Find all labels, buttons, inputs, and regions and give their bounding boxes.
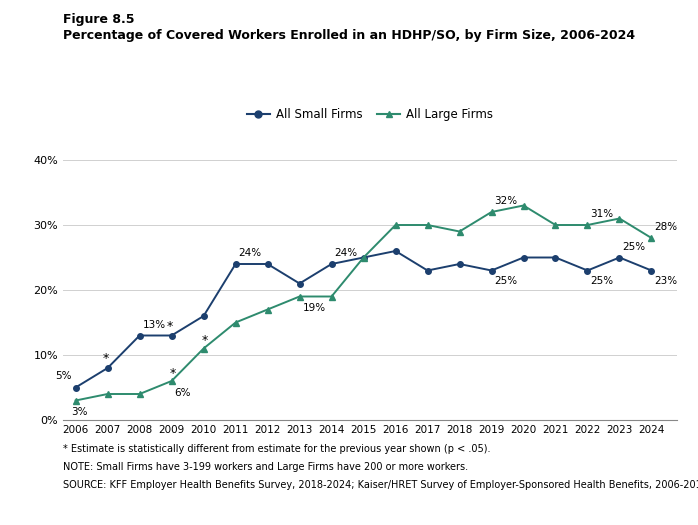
Text: 5%: 5% — [55, 371, 71, 381]
Text: *: * — [103, 352, 110, 365]
Text: SOURCE: KFF Employer Health Benefits Survey, 2018-2024; Kaiser/HRET Survey of Em: SOURCE: KFF Employer Health Benefits Sur… — [63, 480, 698, 490]
Text: 19%: 19% — [302, 303, 325, 313]
Text: NOTE: Small Firms have 3-199 workers and Large Firms have 200 or more workers.: NOTE: Small Firms have 3-199 workers and… — [63, 462, 468, 472]
Text: 25%: 25% — [494, 276, 517, 286]
Text: * Estimate is statistically different from estimate for the previous year shown : * Estimate is statistically different fr… — [63, 444, 490, 454]
Text: Percentage of Covered Workers Enrolled in an HDHP/SO, by Firm Size, 2006-2024: Percentage of Covered Workers Enrolled i… — [63, 29, 635, 42]
Text: Figure 8.5: Figure 8.5 — [63, 13, 134, 26]
Text: 31%: 31% — [591, 209, 614, 219]
Text: 13%: 13% — [142, 320, 165, 330]
Text: 3%: 3% — [71, 407, 88, 417]
Text: 6%: 6% — [174, 387, 191, 397]
Text: 25%: 25% — [622, 242, 646, 252]
Text: 24%: 24% — [238, 248, 262, 258]
Text: 24%: 24% — [334, 248, 357, 258]
Legend: All Small Firms, All Large Firms: All Small Firms, All Large Firms — [242, 104, 498, 126]
Text: 28%: 28% — [654, 223, 677, 233]
Text: *: * — [202, 334, 208, 348]
Text: *: * — [170, 367, 176, 380]
Text: 32%: 32% — [494, 196, 517, 206]
Text: 23%: 23% — [654, 276, 677, 286]
Text: 25%: 25% — [591, 276, 614, 286]
Text: *: * — [167, 320, 173, 333]
